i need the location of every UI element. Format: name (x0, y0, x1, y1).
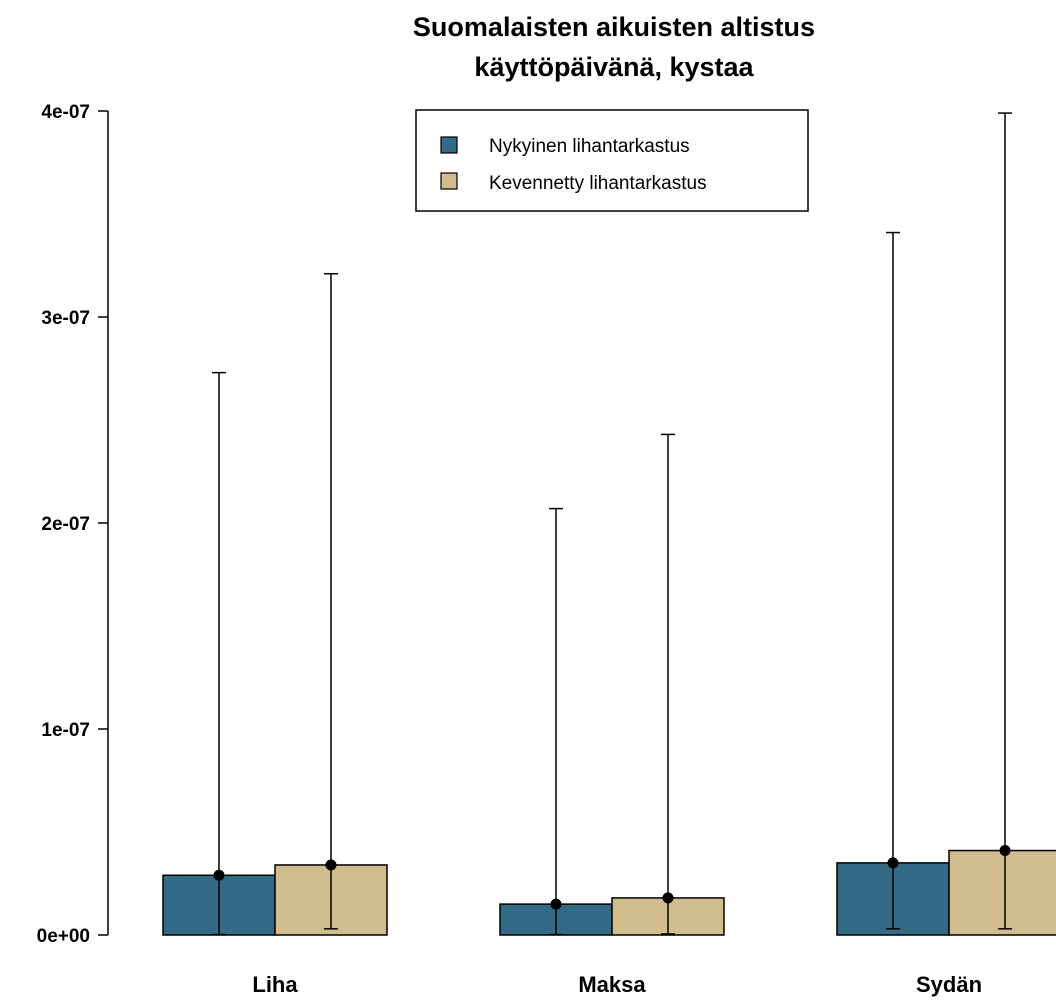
bar-sydän-1 (948, 849, 1056, 936)
mean-point (325, 859, 337, 871)
legend-label-kevennetty: Kevennetty lihantarkastus (489, 173, 707, 194)
category-labels: Liha Maksa Sydän (252, 972, 982, 997)
y-axis: 0e+00 1e-07 2e-07 3e-07 4e-07 (37, 102, 109, 947)
chart-title-line-1: Suomalaisten aikuisten altistus (413, 12, 815, 42)
mean-point (887, 857, 899, 869)
mean-point (213, 869, 225, 881)
mean-point (999, 845, 1011, 857)
y-tick-label: 4e-07 (41, 102, 90, 123)
category-label-sydän: Sydän (916, 972, 982, 997)
error-bars-group (212, 112, 1012, 936)
chart-title-line-2: käyttöpäivänä, kystaa (474, 52, 754, 82)
mean-point (550, 898, 562, 910)
legend-label-nykyinen: Nykyinen lihantarkastus (489, 136, 690, 157)
legend-box (415, 109, 809, 212)
category-label-liha: Liha (252, 972, 298, 997)
legend-swatch-kevennetty (440, 172, 458, 190)
mean-point (662, 892, 674, 904)
category-label-maksa: Maksa (578, 972, 646, 997)
y-tick-label: 2e-07 (41, 514, 90, 535)
legend-swatch-nykyinen (440, 136, 458, 154)
legend: Nykyinen lihantarkastus Kevennetty lihan… (415, 109, 809, 212)
y-tick-label: 0e+00 (37, 926, 90, 947)
y-tick-label: 1e-07 (41, 720, 90, 741)
y-tick-label: 3e-07 (41, 308, 90, 329)
bars-group (162, 849, 1056, 936)
